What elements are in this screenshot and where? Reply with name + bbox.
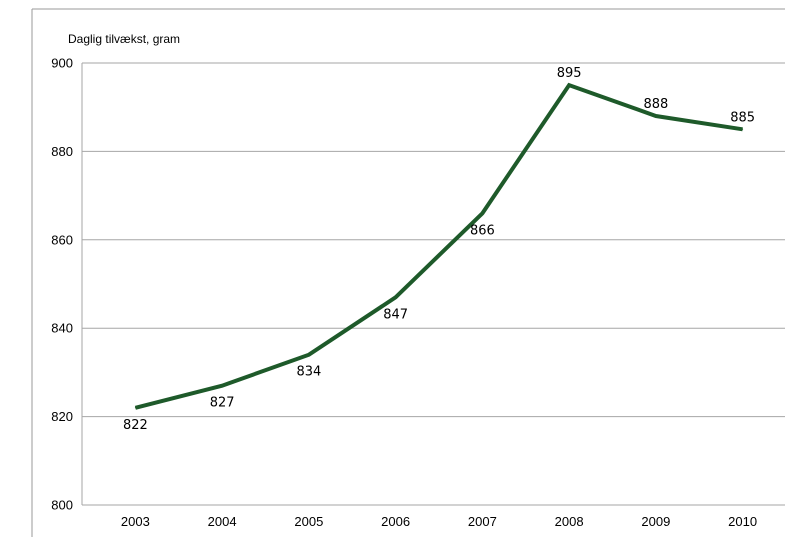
data-point-2010 <box>742 128 744 130</box>
data-label-2008: 895 <box>557 66 582 81</box>
x-tick-label-2004: 2004 <box>208 514 237 529</box>
y-tick-label-800: 800 <box>51 498 73 513</box>
y-axis-title: Daglig tilvækst, gram <box>68 32 180 46</box>
data-point-2008 <box>568 84 570 86</box>
x-tick-label-2010: 2010 <box>728 514 757 529</box>
y-tick-label-860: 860 <box>51 232 73 247</box>
data-label-2003: 822 <box>123 418 148 433</box>
x-tick-label-2009: 2009 <box>641 514 670 529</box>
data-label-2005: 834 <box>296 365 321 380</box>
y-tick-label-840: 840 <box>51 321 73 336</box>
data-point-2004 <box>221 385 223 387</box>
data-label-2010: 885 <box>730 110 755 125</box>
x-tick-label-2003: 2003 <box>121 514 150 529</box>
x-tick-label-2008: 2008 <box>555 514 584 529</box>
x-tick-label-2007: 2007 <box>468 514 497 529</box>
data-label-2006: 847 <box>383 307 408 322</box>
data-label-2009: 888 <box>643 97 668 112</box>
x-tick-label-2005: 2005 <box>294 514 323 529</box>
data-point-2006 <box>395 296 397 298</box>
y-tick-label-880: 880 <box>51 144 73 159</box>
data-point-2005 <box>308 354 310 356</box>
y-tick-label-900: 900 <box>51 56 73 71</box>
data-point-2003 <box>134 407 136 409</box>
data-point-2007 <box>481 212 483 214</box>
data-label-2007: 866 <box>470 223 495 238</box>
data-point-2009 <box>655 115 657 117</box>
series-line <box>134 82 743 410</box>
y-tick-label-820: 820 <box>51 409 73 424</box>
data-label-2004: 827 <box>210 396 235 411</box>
x-tick-label-2006: 2006 <box>381 514 410 529</box>
